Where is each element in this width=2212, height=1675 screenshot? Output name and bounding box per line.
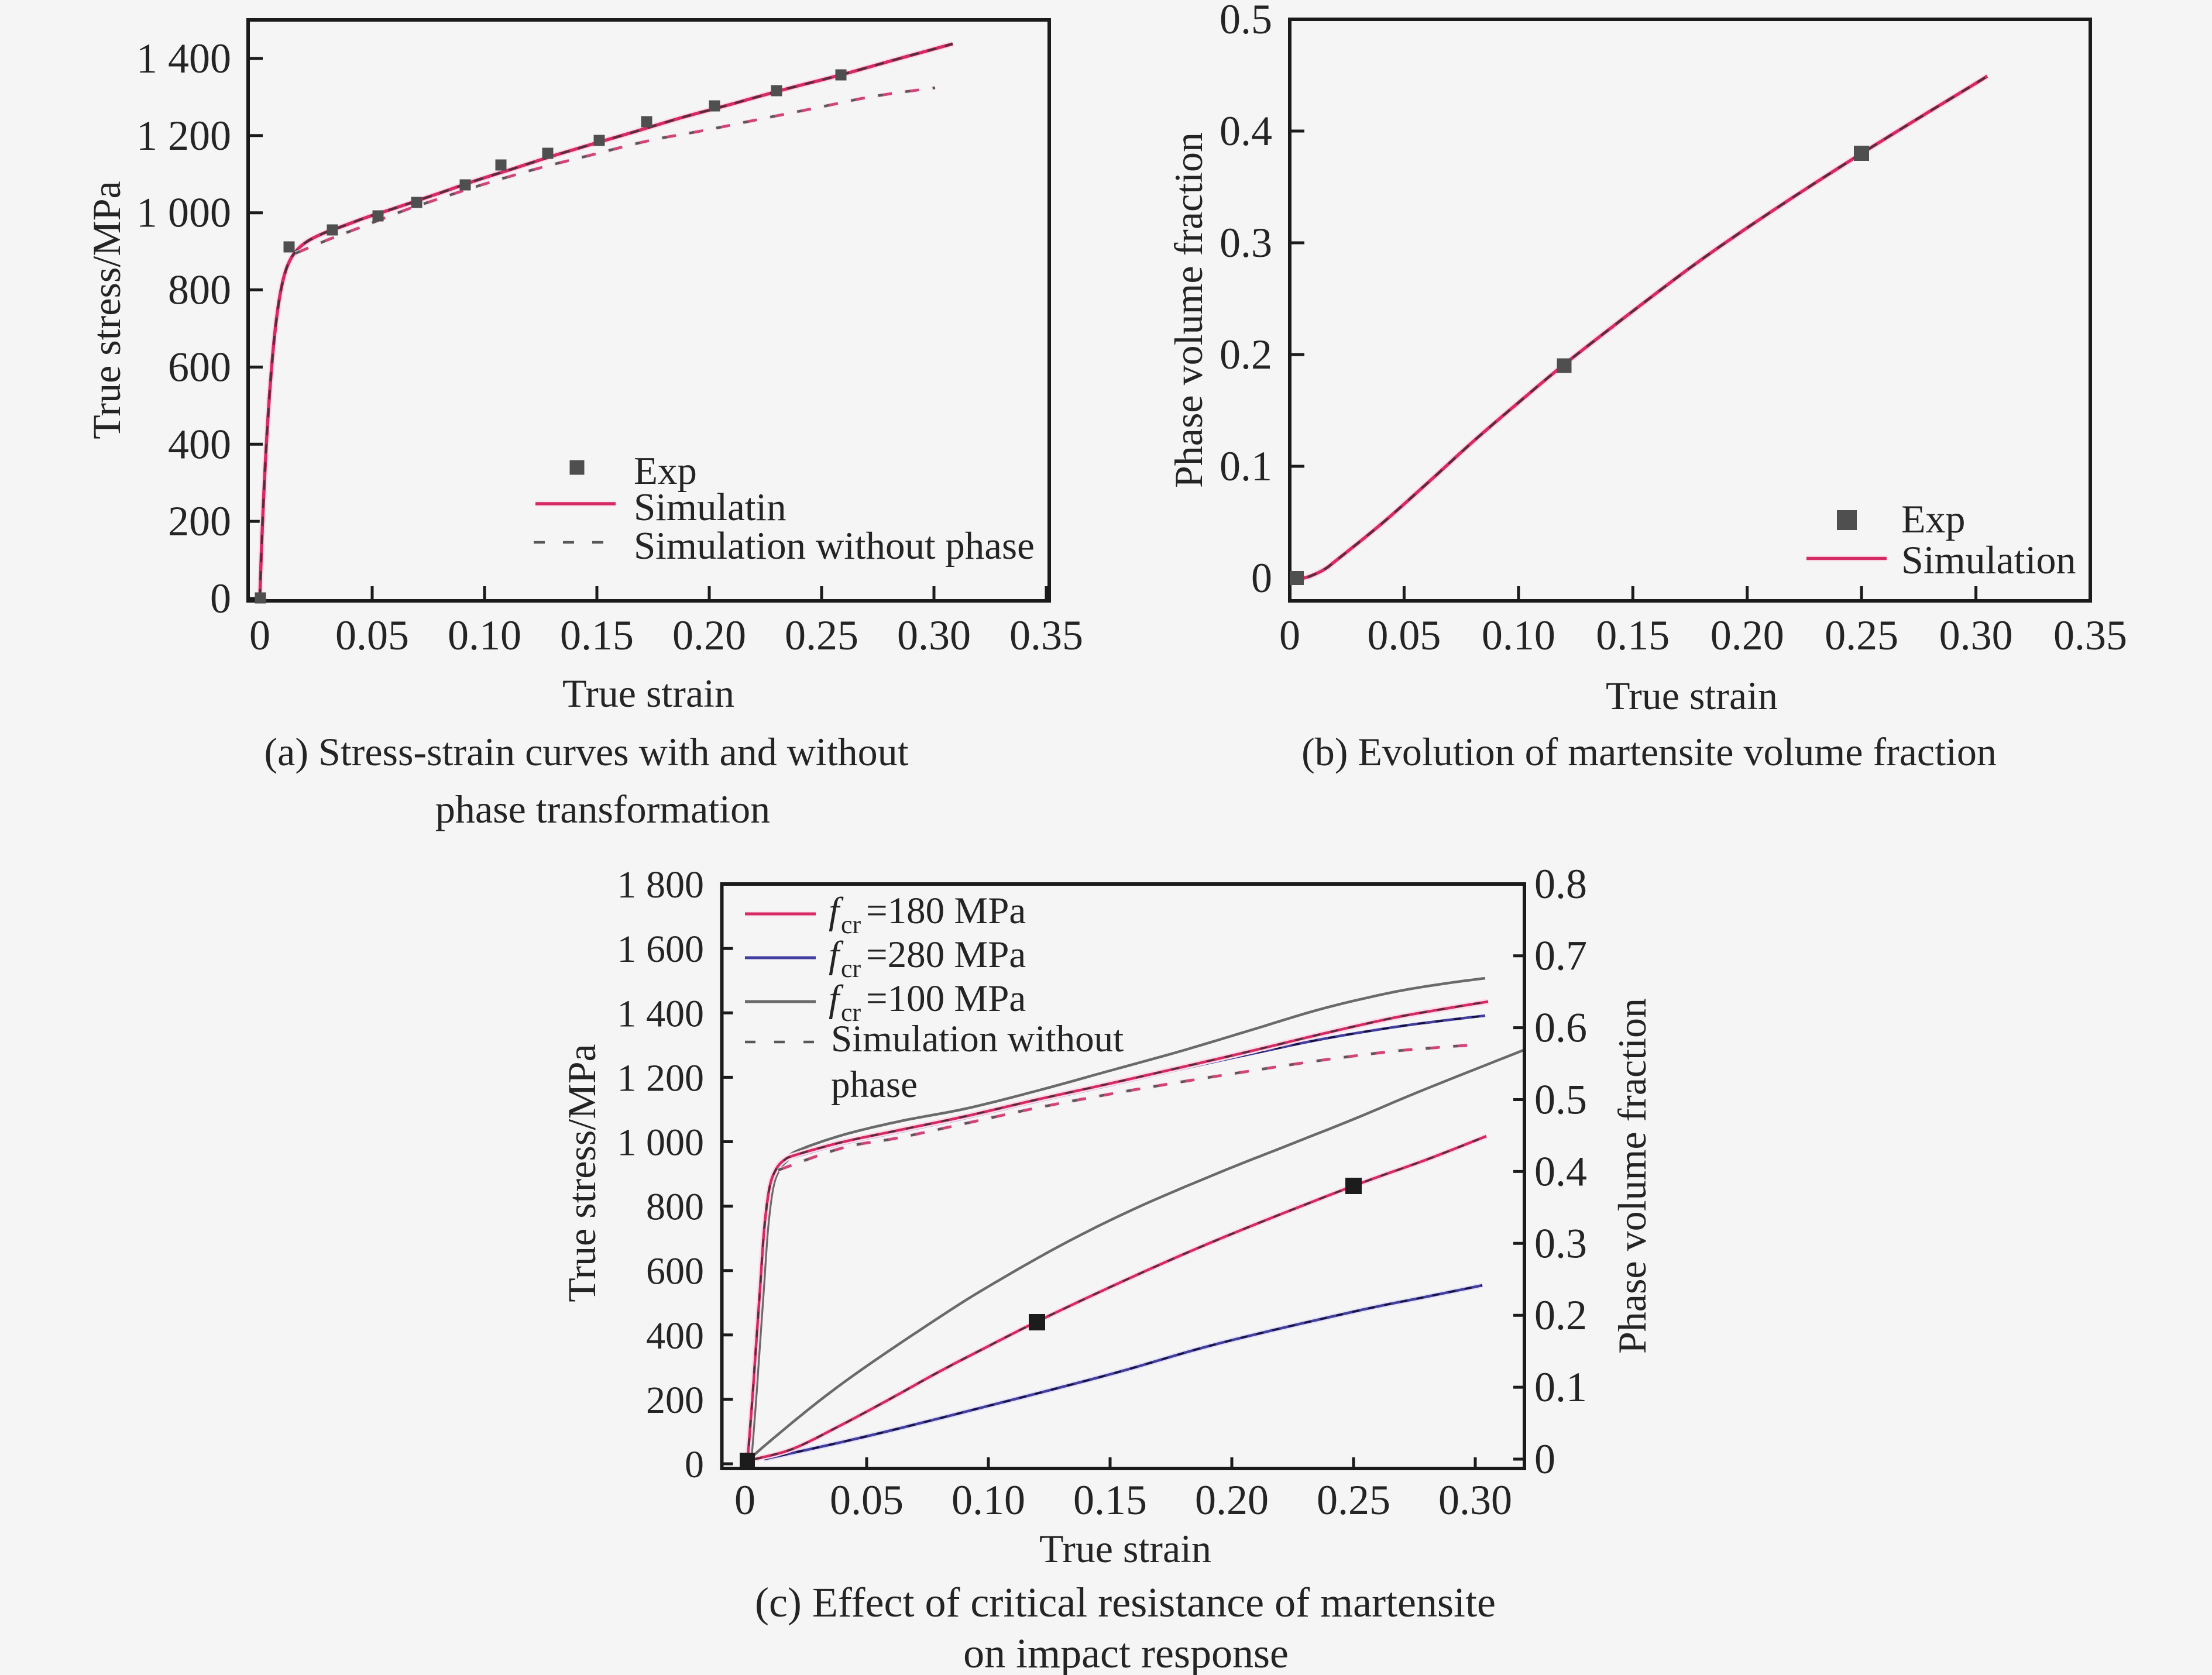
svg-text:0.10: 0.10	[448, 612, 521, 659]
svg-text:=280 MPa: =280 MPa	[866, 934, 1026, 976]
svg-text:0.05: 0.05	[1367, 612, 1441, 659]
svg-text:200: 200	[168, 498, 231, 545]
svg-text:0.15: 0.15	[1596, 612, 1670, 659]
svg-text:400: 400	[168, 421, 231, 467]
svg-text:600: 600	[646, 1250, 704, 1293]
svg-text:0.15: 0.15	[1073, 1477, 1147, 1523]
svg-text:0.10: 0.10	[1482, 612, 1555, 659]
svg-text:0.30: 0.30	[1438, 1477, 1512, 1523]
svg-text:0.25: 0.25	[785, 612, 858, 659]
svg-text:1 400: 1 400	[617, 992, 705, 1035]
svg-text:200: 200	[646, 1379, 704, 1422]
svg-text:cr: cr	[841, 998, 861, 1027]
svg-text:0.10: 0.10	[952, 1477, 1025, 1523]
svg-text:1 200: 1 200	[136, 112, 231, 159]
svg-text:400: 400	[646, 1315, 704, 1357]
svg-text:0: 0	[734, 1477, 755, 1523]
svg-text:0.20: 0.20	[1195, 1477, 1269, 1523]
svg-text:600: 600	[168, 343, 231, 390]
svg-text:0.35: 0.35	[1009, 612, 1083, 659]
svg-text:0.05: 0.05	[335, 612, 409, 659]
svg-text:0.05: 0.05	[830, 1477, 904, 1523]
svg-text:0.4: 0.4	[1220, 108, 1272, 154]
svg-text:0.2: 0.2	[1220, 331, 1272, 378]
svg-text:0.30: 0.30	[1939, 612, 2013, 659]
svg-text:True strain: True strain	[1606, 673, 1778, 718]
svg-text:0.3: 0.3	[1220, 219, 1272, 266]
svg-text:0: 0	[210, 575, 231, 622]
svg-text:=100 MPa: =100 MPa	[866, 978, 1026, 1020]
svg-text:0.20: 0.20	[672, 612, 746, 659]
svg-text:0: 0	[1534, 1436, 1555, 1483]
svg-text:(b) Evolution of martensite vo: (b) Evolution of martensite volume fract…	[1301, 730, 1997, 774]
svg-text:0.5: 0.5	[1534, 1076, 1587, 1123]
svg-text:Simulation without phase: Simulation without phase	[634, 524, 1035, 567]
svg-text:True stress/MPa: True stress/MPa	[84, 181, 129, 439]
svg-text:0.1: 0.1	[1220, 443, 1272, 490]
svg-text:0: 0	[1279, 612, 1300, 659]
svg-text:on impact response: on impact response	[963, 1630, 1289, 1675]
svg-text:cr: cr	[841, 954, 861, 983]
svg-text:0.5: 0.5	[1220, 0, 1272, 43]
svg-text:1 200: 1 200	[617, 1057, 705, 1099]
svg-text:0.35: 0.35	[2053, 612, 2127, 659]
svg-text:phase: phase	[831, 1064, 918, 1106]
svg-text:0: 0	[249, 612, 270, 659]
svg-text:0.15: 0.15	[560, 612, 634, 659]
svg-text:0: 0	[685, 1443, 704, 1486]
svg-text:(a) Stress-strain curves with: (a) Stress-strain curves with and withou…	[265, 730, 909, 774]
svg-text:Phase volume fraction: Phase volume fraction	[1610, 998, 1654, 1354]
svg-text:800: 800	[646, 1186, 704, 1229]
svg-text:Simulation: Simulation	[1901, 538, 2076, 582]
svg-text:Simulatin: Simulatin	[634, 486, 786, 529]
svg-text:1 800: 1 800	[617, 864, 705, 906]
svg-text:0.2: 0.2	[1534, 1292, 1587, 1339]
svg-text:0.25: 0.25	[1317, 1477, 1390, 1523]
svg-text:0.30: 0.30	[897, 612, 971, 659]
svg-text:(c) Effect of critical resista: (c) Effect of critical resistance of mar…	[755, 1579, 1496, 1626]
svg-text:0.7: 0.7	[1534, 933, 1587, 979]
svg-text:1 600: 1 600	[617, 928, 705, 971]
svg-text:0.25: 0.25	[1825, 612, 1898, 659]
svg-text:1 000: 1 000	[617, 1122, 705, 1164]
svg-text:=180 MPa: =180 MPa	[866, 890, 1026, 932]
svg-text:0.4: 0.4	[1534, 1148, 1587, 1195]
svg-text:800: 800	[168, 267, 231, 314]
svg-text:Exp: Exp	[1901, 497, 1966, 541]
svg-text:0: 0	[1251, 555, 1272, 601]
svg-text:Exp: Exp	[634, 449, 697, 493]
svg-text:0.6: 0.6	[1534, 1005, 1587, 1051]
svg-text:0.20: 0.20	[1710, 612, 1784, 659]
svg-text:0.3: 0.3	[1534, 1220, 1587, 1267]
svg-text:True stress/MPa: True stress/MPa	[559, 1044, 604, 1302]
svg-text:1 400: 1 400	[136, 35, 231, 82]
svg-text:Simulation without: Simulation without	[831, 1018, 1124, 1060]
svg-text:0.8: 0.8	[1534, 861, 1587, 907]
svg-text:0.1: 0.1	[1534, 1364, 1587, 1411]
svg-text:True strain: True strain	[1039, 1526, 1211, 1571]
svg-text:cr: cr	[841, 910, 861, 939]
svg-text:Phase volume fraction: Phase volume fraction	[1166, 132, 1211, 488]
svg-text:phase transformation: phase transformation	[435, 787, 770, 831]
svg-text:True strain: True strain	[562, 671, 734, 716]
svg-text:1 000: 1 000	[136, 190, 231, 236]
